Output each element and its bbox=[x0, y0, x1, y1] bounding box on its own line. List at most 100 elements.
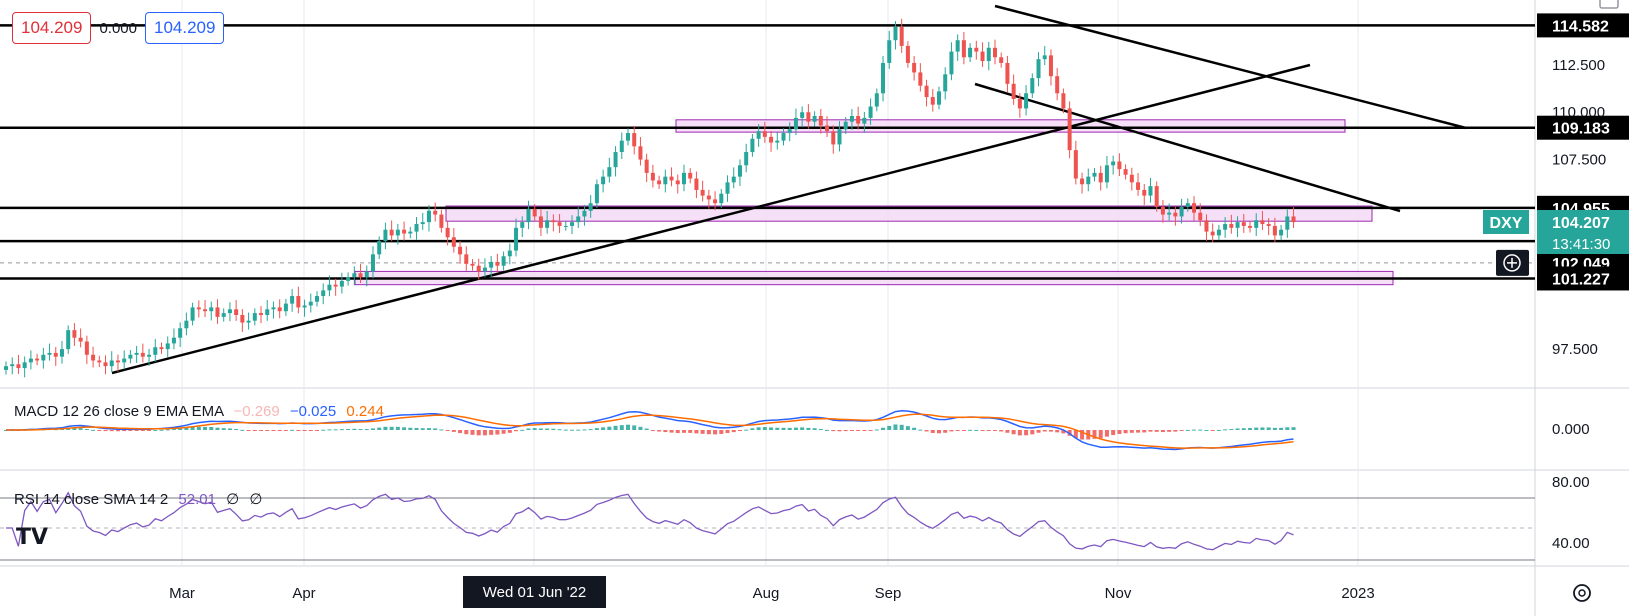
macd-histogram-bar bbox=[1210, 430, 1215, 431]
candle-body bbox=[868, 106, 873, 118]
macd-histogram-bar bbox=[277, 430, 282, 431]
macd-histogram-bar bbox=[482, 430, 487, 436]
candle-body bbox=[476, 265, 481, 272]
price-tick-label: 107.500 bbox=[1552, 152, 1606, 169]
candle-body bbox=[445, 227, 450, 238]
macd-histogram-bar bbox=[650, 430, 655, 431]
macd-histogram-bar bbox=[1248, 428, 1252, 430]
macd-histogram-bar bbox=[1104, 430, 1109, 437]
candle-body bbox=[545, 220, 550, 228]
candle-body bbox=[1080, 178, 1085, 185]
macd-histogram-bar bbox=[961, 430, 966, 431]
tradingview-logo-icon[interactable]: TV bbox=[16, 525, 49, 550]
rsi-line bbox=[6, 491, 1294, 551]
trend-line bbox=[994, 4, 1467, 130]
price-level-label-bg bbox=[1537, 266, 1629, 291]
macd-legend[interactable]: MACD 12 26 close 9 EMA EMA −0.269 −0.025… bbox=[14, 403, 384, 420]
macd-histogram-bar bbox=[1167, 430, 1172, 432]
macd-axis-label: 0.000 bbox=[1552, 421, 1590, 438]
macd-title: MACD 12 26 close 9 EMA EMA bbox=[14, 403, 224, 420]
macd-histogram-bar bbox=[196, 426, 201, 430]
macd-histogram-bar bbox=[115, 430, 120, 432]
candle-body bbox=[1198, 212, 1203, 221]
candle-body bbox=[843, 121, 848, 130]
macd-histogram-bar bbox=[918, 429, 923, 431]
candle-body bbox=[221, 313, 226, 317]
candle-body bbox=[818, 116, 823, 126]
candle-body bbox=[557, 222, 562, 226]
candle-body bbox=[22, 362, 27, 369]
macd-histogram-bar bbox=[924, 430, 929, 432]
candle-body bbox=[1216, 229, 1221, 236]
macd-histogram-bar bbox=[346, 428, 351, 430]
macd-histogram-bar bbox=[408, 427, 413, 430]
macd-histogram-bar bbox=[737, 430, 742, 431]
macd-histogram-bar bbox=[1154, 430, 1159, 432]
candle-body bbox=[756, 131, 761, 139]
macd-histogram-bar bbox=[215, 427, 220, 430]
macd-histogram-bar bbox=[377, 427, 382, 430]
macd-histogram-bar bbox=[570, 429, 575, 431]
macd-histogram-bar bbox=[489, 430, 494, 435]
macd-histogram-bar bbox=[980, 430, 985, 431]
crosshair-date-label: Wed 01 Jun '22 bbox=[463, 576, 606, 608]
candle-body bbox=[793, 117, 798, 130]
macd-histogram-bar bbox=[632, 425, 637, 430]
candle-body bbox=[395, 229, 400, 236]
macd-histogram-bar bbox=[700, 430, 705, 434]
macd-histogram-bar bbox=[955, 430, 960, 431]
candle-body bbox=[203, 309, 208, 312]
candle-body bbox=[1148, 186, 1153, 196]
rsi-axis-label: 40.00 bbox=[1552, 535, 1590, 552]
candle-body bbox=[352, 273, 357, 278]
rsi-legend[interactable]: RSI 14 close SMA 14 2 52.01 ∅ ∅ bbox=[14, 490, 262, 508]
macd-histogram-bar bbox=[719, 430, 724, 434]
macd-histogram-bar bbox=[103, 430, 108, 432]
macd-histogram-bar bbox=[731, 430, 736, 433]
macd-histogram-bar bbox=[458, 430, 463, 434]
macd-histogram-bar bbox=[1005, 430, 1010, 433]
macd-histogram-bar bbox=[315, 430, 319, 431]
macd-histogram-bar bbox=[134, 430, 139, 431]
settings-gear-center bbox=[1578, 589, 1586, 597]
macd-histogram-bar bbox=[1279, 427, 1284, 430]
macd-histogram-bar bbox=[402, 427, 407, 430]
candle-body bbox=[781, 133, 786, 141]
macd-histogram-bar bbox=[688, 430, 693, 433]
candle-body bbox=[464, 254, 469, 264]
candle-body bbox=[644, 159, 649, 173]
macd-histogram-bar bbox=[370, 428, 375, 430]
macd-histogram-bar bbox=[265, 430, 270, 431]
candle-body bbox=[675, 180, 680, 185]
candle-body bbox=[501, 256, 506, 266]
candle-body bbox=[1017, 98, 1022, 109]
macd-histogram-bar bbox=[1266, 427, 1271, 430]
candle-body bbox=[887, 40, 892, 63]
candle-body bbox=[91, 354, 96, 361]
macd-histogram-bar bbox=[588, 429, 593, 431]
macd-histogram-bar bbox=[308, 430, 313, 431]
macd-histogram-bar bbox=[1030, 430, 1035, 435]
macd-histogram-bar bbox=[657, 430, 662, 432]
macd-histogram-bar bbox=[713, 430, 718, 435]
plus-circle-icon bbox=[1503, 254, 1521, 272]
macd-histogram-bar bbox=[769, 427, 774, 430]
candle-body bbox=[563, 225, 568, 227]
macd-histogram-bar bbox=[787, 427, 792, 430]
candle-body bbox=[787, 129, 792, 134]
macd-histogram-bar bbox=[476, 430, 481, 436]
macd-histogram-bar bbox=[663, 430, 668, 433]
macd-histogram-bar bbox=[644, 428, 649, 430]
macd-histogram-bar bbox=[943, 430, 948, 433]
candle-body bbox=[1142, 189, 1147, 196]
macd-histogram-bar bbox=[856, 430, 861, 431]
macd-histogram-bar bbox=[78, 428, 83, 430]
macd-histogram-bar bbox=[1073, 430, 1078, 439]
candle-body bbox=[638, 146, 643, 160]
macd-histogram-bar bbox=[706, 430, 711, 435]
candle-body bbox=[1185, 203, 1190, 207]
candle-body bbox=[283, 303, 288, 312]
macd-histogram-bar bbox=[893, 424, 898, 430]
candle-body bbox=[713, 199, 718, 204]
